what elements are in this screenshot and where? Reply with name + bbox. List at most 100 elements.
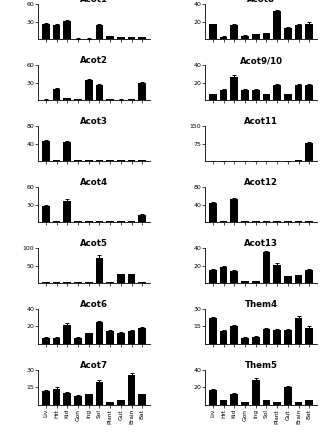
Bar — [252, 337, 260, 344]
Bar — [241, 36, 249, 39]
Bar — [139, 394, 146, 405]
Bar — [106, 331, 114, 344]
Bar — [284, 276, 292, 283]
Bar — [252, 281, 260, 283]
Bar — [96, 85, 103, 100]
Bar — [209, 318, 217, 344]
Bar — [106, 403, 114, 405]
Title: Acot6: Acot6 — [80, 300, 108, 309]
Bar — [220, 400, 228, 405]
Bar — [42, 142, 50, 161]
Bar — [117, 221, 125, 222]
Bar — [284, 387, 292, 405]
Title: Acot1: Acot1 — [80, 0, 108, 4]
Bar — [42, 391, 50, 405]
Bar — [241, 402, 249, 405]
Bar — [273, 85, 281, 100]
Bar — [106, 160, 114, 161]
Bar — [106, 37, 114, 39]
Bar — [230, 77, 238, 100]
Bar — [284, 330, 292, 344]
Bar — [295, 318, 302, 344]
Bar — [220, 331, 228, 344]
Bar — [117, 333, 125, 344]
Bar — [263, 253, 270, 283]
Bar — [85, 160, 92, 161]
Bar — [128, 221, 135, 222]
Bar — [295, 221, 302, 222]
Bar — [53, 221, 60, 222]
Bar — [295, 25, 302, 39]
Bar — [284, 221, 292, 222]
Bar — [295, 85, 302, 100]
Bar — [74, 282, 82, 283]
Bar — [117, 400, 125, 405]
Bar — [63, 99, 71, 100]
Bar — [63, 282, 71, 283]
Bar — [209, 270, 217, 283]
Bar — [306, 85, 313, 100]
Bar — [128, 374, 135, 405]
Bar — [96, 160, 103, 161]
Bar — [85, 81, 92, 100]
Bar — [74, 99, 82, 100]
Bar — [42, 99, 50, 100]
Bar — [96, 381, 103, 405]
Bar — [306, 328, 313, 344]
Bar — [263, 329, 270, 344]
Bar — [128, 99, 135, 100]
Bar — [252, 90, 260, 100]
Bar — [139, 37, 146, 39]
Bar — [53, 88, 60, 100]
Bar — [117, 160, 125, 161]
Title: Acot3: Acot3 — [80, 117, 108, 126]
Bar — [273, 11, 281, 39]
Bar — [96, 25, 103, 39]
Bar — [273, 330, 281, 344]
Bar — [128, 274, 135, 283]
Bar — [74, 338, 82, 344]
Title: Acot4: Acot4 — [80, 178, 108, 187]
Bar — [284, 28, 292, 39]
Title: Acot8: Acot8 — [247, 0, 275, 4]
Bar — [209, 94, 217, 100]
Bar — [284, 94, 292, 100]
Bar — [295, 275, 302, 283]
Bar — [74, 396, 82, 405]
Bar — [139, 328, 146, 344]
Bar — [139, 215, 146, 222]
Title: Them5: Them5 — [245, 361, 277, 370]
Bar — [263, 221, 270, 222]
Bar — [252, 221, 260, 222]
Bar — [241, 221, 249, 222]
Bar — [42, 282, 50, 283]
Bar — [85, 394, 92, 405]
Bar — [295, 402, 302, 405]
Bar — [273, 265, 281, 283]
Bar — [306, 221, 313, 222]
Title: Them4: Them4 — [244, 300, 278, 309]
Bar — [209, 390, 217, 405]
Bar — [96, 257, 103, 283]
Bar — [96, 322, 103, 344]
Bar — [263, 33, 270, 39]
Bar — [63, 21, 71, 39]
Bar — [117, 99, 125, 100]
Bar — [42, 206, 50, 222]
Title: Acot5: Acot5 — [80, 239, 108, 248]
Bar — [42, 338, 50, 344]
Bar — [209, 203, 217, 222]
Bar — [106, 282, 114, 283]
Bar — [220, 267, 228, 283]
Bar — [230, 199, 238, 222]
Bar — [63, 201, 71, 222]
Bar — [63, 143, 71, 161]
Bar — [252, 381, 260, 405]
Bar — [306, 143, 313, 161]
Title: Acot12: Acot12 — [244, 178, 278, 187]
Title: Acot2: Acot2 — [80, 56, 108, 65]
Bar — [139, 282, 146, 283]
Bar — [106, 99, 114, 100]
Bar — [209, 24, 217, 39]
Bar — [139, 83, 146, 100]
